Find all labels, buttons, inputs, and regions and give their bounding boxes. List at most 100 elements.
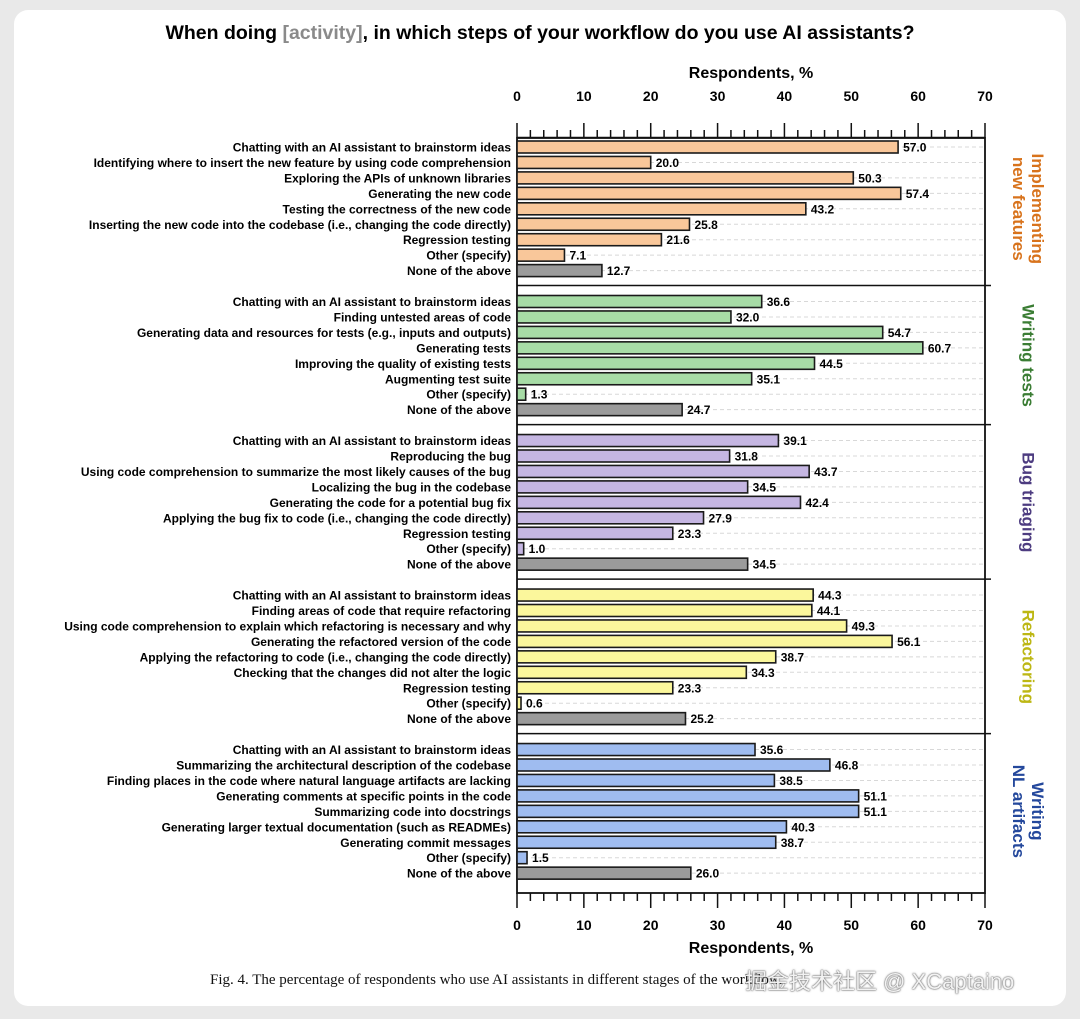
x-tick-label-top: 60 (910, 88, 926, 104)
bar-value-label: 23.3 (678, 681, 702, 695)
bar (516, 387, 527, 402)
bar-value-label: 60.7 (928, 341, 952, 355)
category-label: Other (specify) (426, 697, 511, 711)
bar-value-label: 24.7 (687, 403, 711, 417)
bar (516, 294, 763, 309)
bar (516, 804, 860, 819)
bar (516, 464, 810, 479)
x-axis-title-top: Respondents, % (689, 65, 813, 82)
bar-value-label: 0.6 (526, 697, 543, 711)
category-label: Localizing the bug in the codebase (312, 480, 512, 494)
bar (516, 819, 788, 834)
category-label: Finding places in the code where natural… (107, 774, 511, 788)
bar-value-label: 51.1 (864, 789, 888, 803)
bar-value-label: 46.8 (835, 759, 859, 773)
category-label: Generating the refactored version of the… (251, 635, 511, 649)
bar-value-label: 43.7 (814, 465, 838, 479)
category-label: Regression testing (403, 681, 511, 695)
category-label: Checking that the changes did not alter … (234, 666, 512, 680)
category-label: None of the above (407, 867, 511, 881)
x-tick-label-top: 30 (710, 88, 726, 104)
category-label: Exploring the APIs of unknown libraries (284, 171, 511, 185)
bar (516, 850, 528, 865)
bar-value-label: 36.6 (767, 295, 791, 309)
category-label: Chatting with an AI assistant to brainst… (233, 589, 512, 603)
bar-value-label: 56.1 (897, 635, 921, 649)
bar (516, 325, 884, 340)
bar (516, 742, 756, 757)
figure-caption: Fig. 4. The percentage of respondents wh… (210, 972, 783, 988)
bar-value-label: 1.3 (531, 388, 548, 402)
bar-value-label: 26.0 (696, 867, 720, 881)
x-axis-title-bottom: Respondents, % (689, 940, 813, 957)
bar-value-label: 57.0 (903, 141, 927, 155)
category-label: Generating commit messages (340, 836, 511, 850)
category-label: Augmenting test suite (385, 372, 511, 386)
category-label: None of the above (407, 558, 511, 572)
bar (516, 341, 924, 355)
bar (516, 758, 831, 772)
x-tick-label-bottom: 20 (643, 917, 659, 933)
category-label: Generating the code for a potential bug … (270, 496, 512, 510)
category-label: Regression testing (403, 233, 511, 247)
category-label: Other (specify) (426, 851, 511, 865)
bar (516, 217, 691, 232)
category-label: Other (specify) (426, 249, 511, 263)
category-label: Improving the quality of existing tests (295, 357, 511, 371)
bar (516, 588, 814, 602)
x-tick-label-bottom: 0 (513, 917, 521, 933)
bar-value-label: 35.1 (757, 372, 781, 386)
group-label: NL artifacts (1009, 765, 1028, 858)
bar-value-label: 44.1 (817, 604, 841, 618)
bar (516, 263, 603, 278)
bar-value-label: 7.1 (569, 249, 586, 263)
bar-value-label: 38.5 (779, 774, 803, 788)
category-label: Chatting with an AI assistant to brainst… (233, 743, 512, 757)
bar (516, 789, 860, 803)
bar (516, 650, 777, 664)
bar-value-label: 50.3 (858, 171, 882, 185)
category-label: None of the above (407, 403, 511, 417)
group-label: Implementing (1028, 154, 1047, 265)
category-label: Applying the bug fix to code (i.e., chan… (163, 511, 511, 525)
x-tick-label-bottom: 50 (843, 917, 859, 933)
bar-value-label: 42.4 (805, 496, 829, 510)
bar-value-label: 57.4 (906, 187, 930, 201)
bar (516, 356, 816, 371)
bar (516, 680, 674, 695)
x-tick-label-top: 10 (576, 88, 592, 104)
bar (516, 155, 652, 170)
bar (516, 232, 663, 247)
bar-value-label: 21.6 (666, 233, 690, 247)
bar (516, 634, 893, 649)
category-label: Generating the new code (368, 187, 511, 201)
category-label: Other (specify) (426, 542, 511, 556)
x-tick-label-top: 0 (513, 88, 521, 104)
bar-value-label: 44.5 (820, 357, 844, 371)
bar-value-label: 38.7 (781, 650, 805, 664)
bar (516, 866, 692, 880)
bar-value-label: 31.8 (735, 450, 759, 464)
bar-value-label: 34.5 (753, 480, 777, 494)
category-label: Identifying where to insert the new feat… (94, 156, 511, 170)
group-label: Bug triaging (1019, 452, 1038, 552)
category-label: Finding areas of code that require refac… (252, 604, 511, 618)
bar (516, 310, 732, 324)
category-label: Generating larger textual documentation … (162, 820, 511, 834)
category-label: Other (specify) (426, 388, 511, 402)
category-label: Inserting the new code into the codebase… (89, 218, 511, 232)
bar (516, 248, 566, 262)
bar (516, 665, 748, 680)
category-label: Summarizing code into docstrings (314, 805, 511, 819)
category-label: Using code comprehension to summarize th… (81, 465, 511, 479)
category-label: None of the above (407, 264, 511, 278)
bar (516, 186, 902, 201)
x-tick-label-top: 40 (777, 88, 793, 104)
bar-value-label: 43.2 (811, 202, 835, 216)
bar (516, 526, 674, 541)
group-label: new features (1009, 157, 1028, 261)
bar-value-label: 23.3 (678, 527, 702, 541)
bar (516, 773, 776, 788)
bar (516, 140, 899, 154)
x-tick-label-top: 50 (843, 88, 859, 104)
